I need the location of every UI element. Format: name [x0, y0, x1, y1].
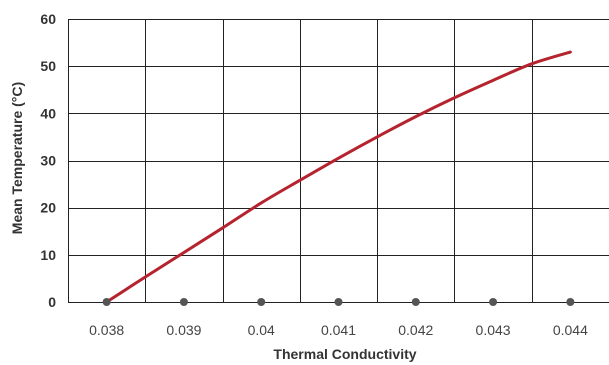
- x-axis-label: Thermal Conductivity: [273, 346, 416, 362]
- x-axis-marker: [411, 298, 420, 306]
- y-tick-label: 0: [48, 294, 56, 310]
- y-tick-label: 50: [40, 58, 56, 74]
- x-tick-label: 0.043: [476, 322, 511, 338]
- series-layer: [105, 50, 572, 304]
- y-axis-label: Mean Temperature (°C): [9, 82, 25, 234]
- y-tick-label: 40: [40, 105, 56, 121]
- x-tick-label: 0.04: [248, 322, 275, 338]
- y-tick-label: 10: [40, 247, 56, 263]
- x-axis-marker: [257, 298, 266, 306]
- x-axis-marker: [334, 298, 343, 306]
- x-tick-label: 0.044: [553, 322, 588, 338]
- series-line: [105, 50, 572, 304]
- x-marker-layer: [102, 298, 575, 306]
- y-tick-label: 30: [40, 153, 56, 169]
- x-tick-label: 0.039: [166, 322, 201, 338]
- x-axis-marker: [566, 298, 575, 306]
- y-tick-label: 60: [40, 11, 56, 27]
- x-tick-labels: 0.038 0.039 0.04 0.041 0.042 0.043 0.044: [89, 322, 588, 338]
- x-tick-label: 0.041: [321, 322, 356, 338]
- y-tick-label: 20: [40, 200, 56, 216]
- x-axis-marker: [179, 298, 188, 306]
- y-tick-labels: 0 10 20 30 40 50 60: [40, 11, 56, 310]
- x-axis-marker: [489, 298, 498, 306]
- x-axis-marker: [102, 298, 111, 306]
- grid: [68, 19, 609, 303]
- x-tick-label: 0.042: [398, 322, 433, 338]
- x-tick-label: 0.038: [89, 322, 124, 338]
